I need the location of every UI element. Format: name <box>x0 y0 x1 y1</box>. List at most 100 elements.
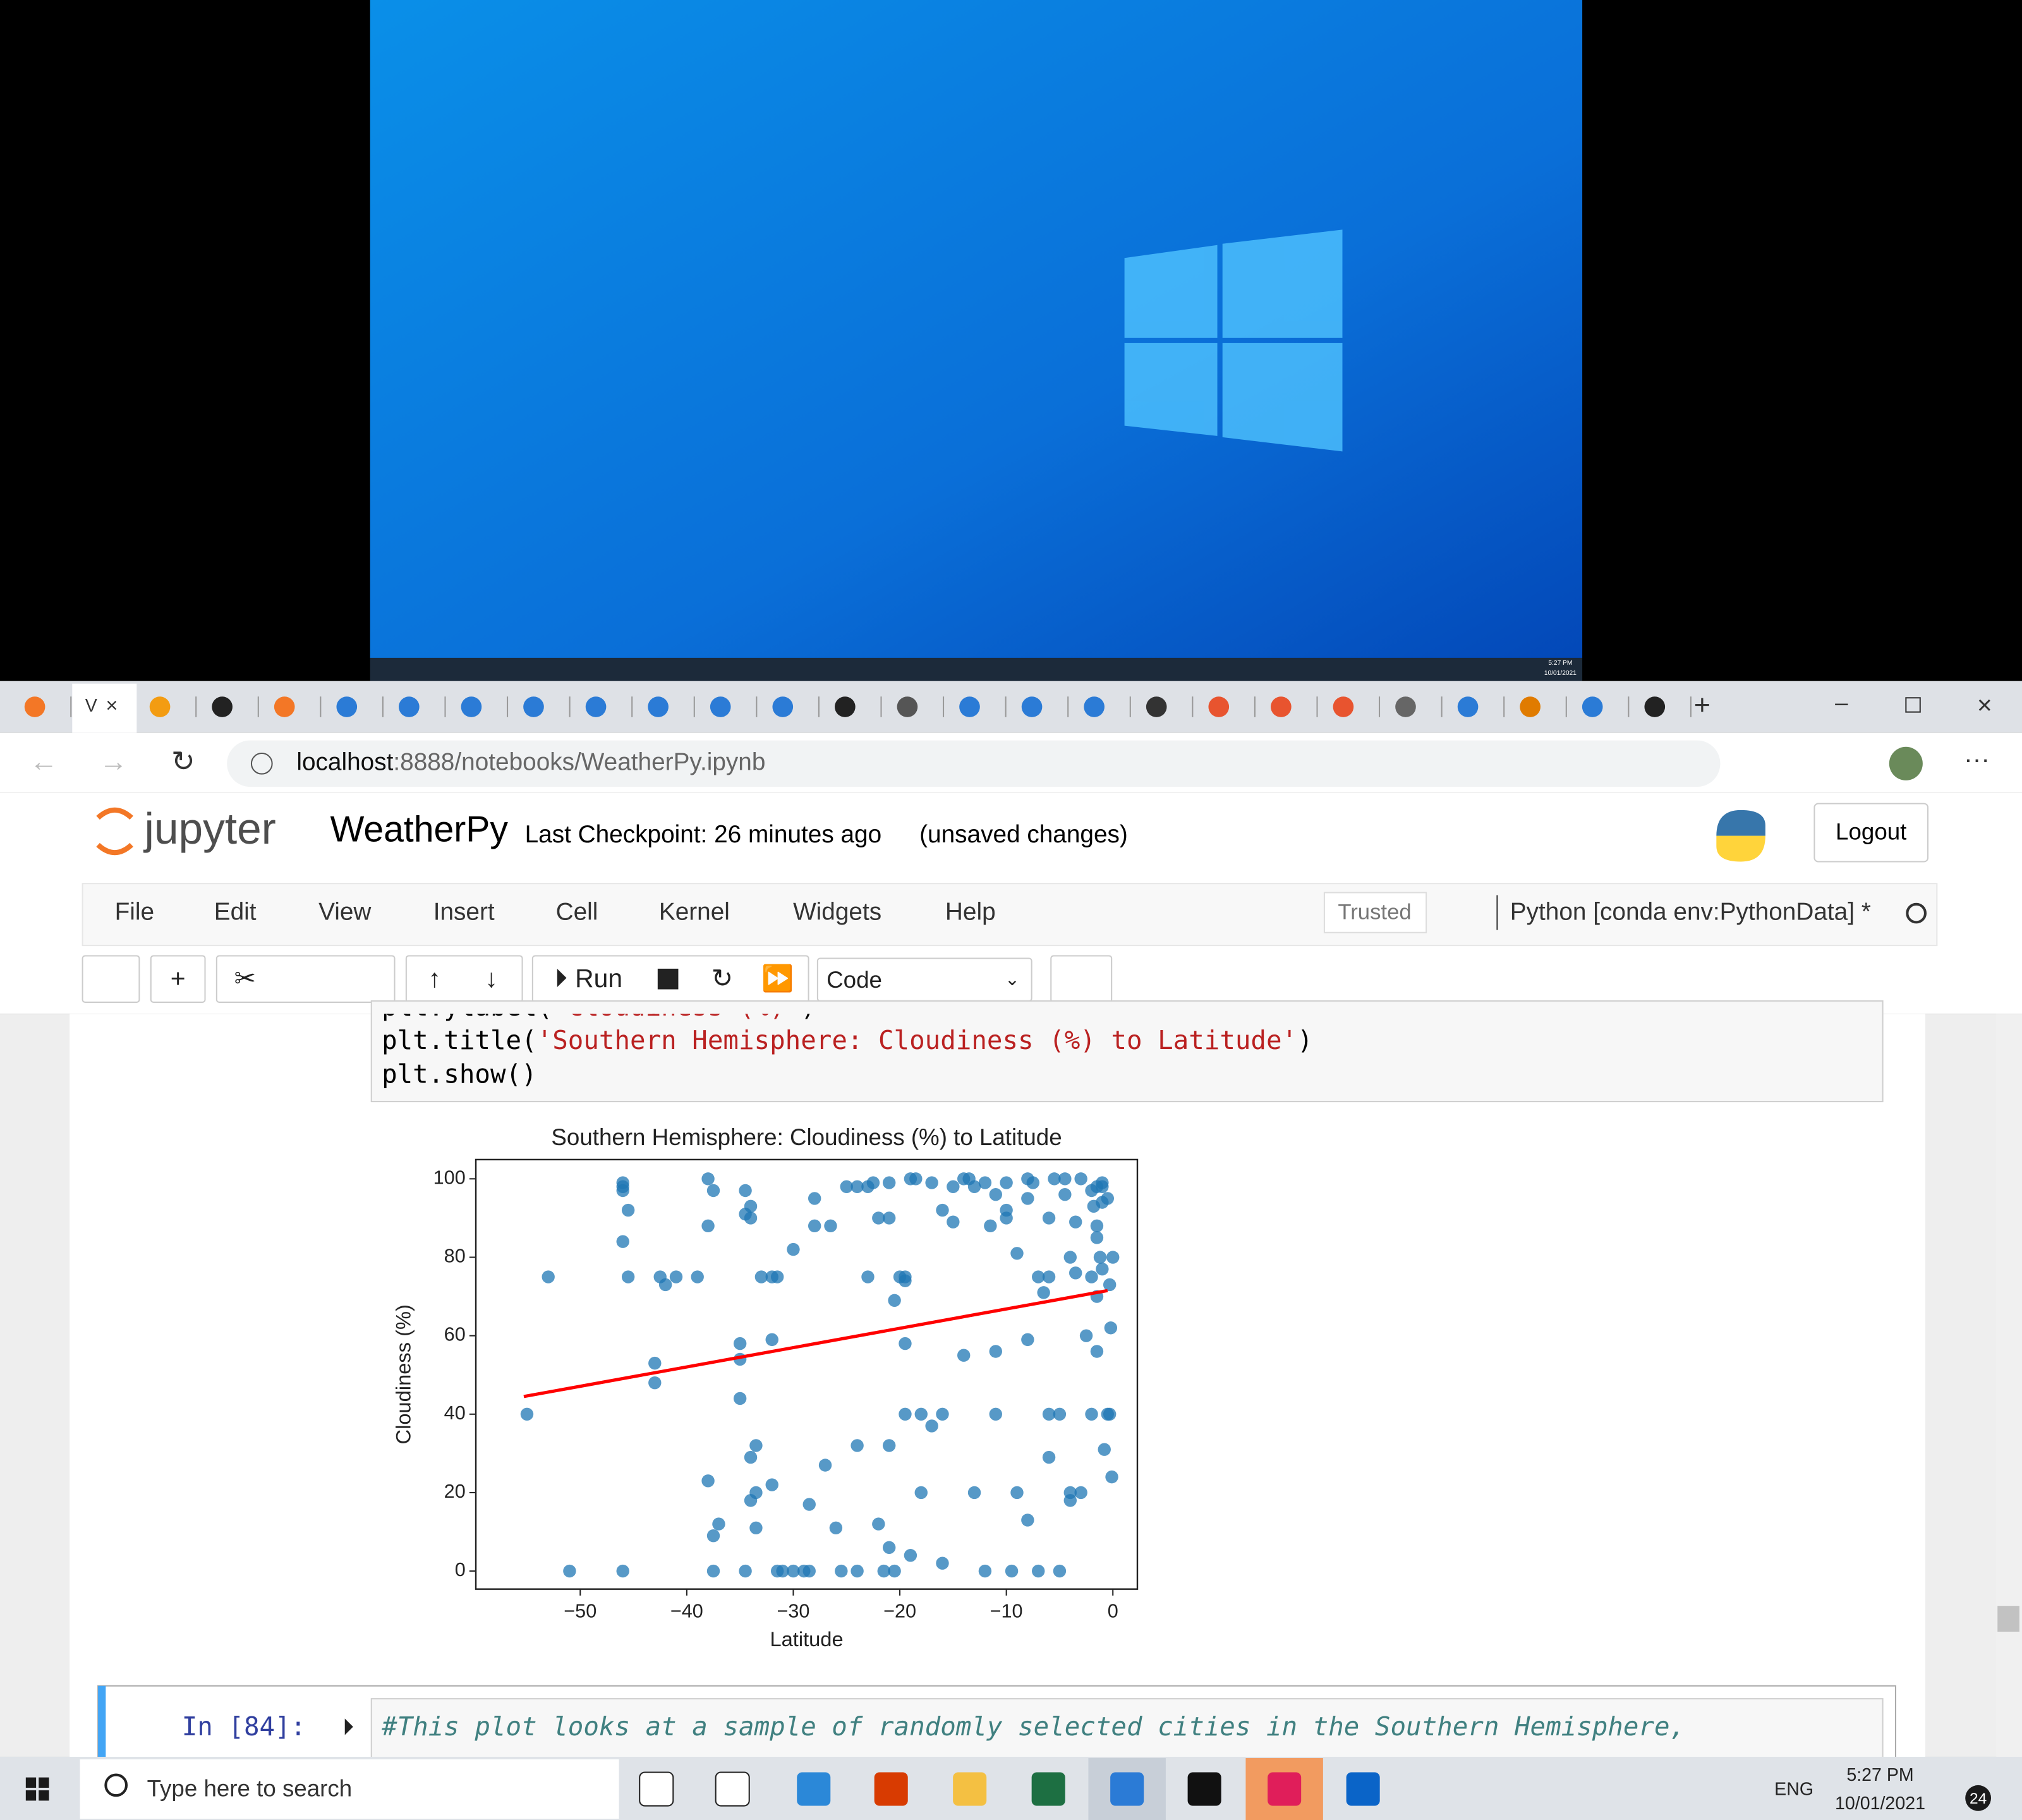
tab-favicon[interactable] <box>24 696 45 717</box>
language[interactable]: ENG <box>1774 1780 1813 1800</box>
run-label[interactable]: ⏵ Run <box>555 964 622 993</box>
tab-favicon[interactable] <box>1520 696 1541 717</box>
tab-favicon[interactable] <box>1271 696 1292 717</box>
scrollbar[interactable] <box>1996 1014 2022 1757</box>
toolbar-icons: + ✂ ↑ ↓ ↻ ⏩ ⌄ <box>171 964 1020 993</box>
menu-item[interactable]: Help <box>945 898 996 925</box>
tab-favicon[interactable] <box>710 696 731 717</box>
search-placeholder[interactable]: Type here to search <box>147 1776 353 1802</box>
tab-favicon[interactable] <box>1146 696 1167 717</box>
tab-favicon[interactable] <box>1582 696 1603 717</box>
tab-favicon[interactable] <box>1333 696 1354 717</box>
preview-time: 5:27 PM <box>1548 660 1572 667</box>
clock-date[interactable]: 10/01/2021 <box>1835 1793 1925 1814</box>
menu-item[interactable]: File <box>115 898 154 925</box>
trusted-badge[interactable] <box>1323 892 1427 933</box>
terminal-icon[interactable] <box>1187 1772 1221 1806</box>
notification-count[interactable]: 24 <box>1970 1790 1987 1807</box>
outlook-icon[interactable] <box>1346 1772 1380 1806</box>
scatter-point <box>1042 1270 1056 1283</box>
scatter-point <box>765 1333 778 1347</box>
tab-favicon[interactable] <box>1021 696 1043 717</box>
tab-favicon[interactable] <box>149 696 171 717</box>
search-box[interactable] <box>80 1759 619 1819</box>
mail-icon[interactable] <box>797 1772 831 1806</box>
office-icon[interactable] <box>874 1772 908 1806</box>
tab-favicon[interactable] <box>1395 696 1416 717</box>
scatter-point <box>840 1180 853 1193</box>
profile-avatar[interactable] <box>1889 746 1923 780</box>
logout-button[interactable] <box>1813 803 1929 863</box>
tab-favicon[interactable] <box>648 696 669 717</box>
insert-button[interactable] <box>150 955 206 1003</box>
close-window[interactable]: × <box>1977 690 1992 719</box>
forward-button[interactable]: → <box>99 745 128 777</box>
tab-favicon[interactable] <box>274 696 295 717</box>
active-tab-title[interactable]: V <box>85 696 97 716</box>
menu-item[interactable]: View <box>318 898 372 925</box>
new-tab[interactable]: + <box>1694 688 1710 720</box>
more-menu[interactable]: ··· <box>1964 744 1990 774</box>
logout-label[interactable]: Logout <box>1836 818 1906 844</box>
scatter-point <box>1032 1270 1045 1283</box>
tab-favicon[interactable] <box>1644 696 1666 717</box>
tab-favicon[interactable] <box>835 696 856 717</box>
scatter-point <box>691 1270 704 1283</box>
slack-icon[interactable] <box>1268 1772 1302 1806</box>
tab-favicon[interactable] <box>336 696 358 717</box>
url[interactable]: localhost:8888/notebooks/WeatherPy.ipynb <box>296 749 765 776</box>
tab-favicon[interactable] <box>461 696 482 717</box>
edge-icon[interactable] <box>1110 1772 1144 1806</box>
run-icon: ⏵ <box>555 964 567 993</box>
tab-favicon[interactable] <box>585 696 607 717</box>
scatter-point <box>706 1564 720 1578</box>
jupyter-logo: jupyter <box>96 804 276 856</box>
scatter-point <box>1037 1286 1050 1299</box>
refresh-button[interactable]: ↻ <box>171 745 195 777</box>
address-bar[interactable] <box>227 740 1721 787</box>
menu-item[interactable]: Widgets <box>793 898 881 925</box>
trusted-label[interactable]: Trusted <box>1338 900 1411 924</box>
cell-type-label[interactable]: Code <box>826 967 882 993</box>
menu-item[interactable]: Cell <box>556 898 598 925</box>
tab-favicon[interactable] <box>523 696 544 717</box>
tab-favicon[interactable] <box>1084 696 1105 717</box>
task-view-icon[interactable] <box>715 1771 750 1807</box>
cut-copy-paste[interactable] <box>215 955 396 1003</box>
cortana-icon[interactable] <box>639 1771 674 1807</box>
scatter-point <box>1103 1407 1117 1421</box>
tab-favicon[interactable] <box>772 696 794 717</box>
tab-favicon[interactable] <box>1457 696 1479 717</box>
scatter-point <box>989 1187 1002 1201</box>
menu-item[interactable]: Edit <box>214 898 257 925</box>
keyboard-button[interactable] <box>1050 955 1113 1003</box>
save-button[interactable] <box>82 955 140 1003</box>
maximize[interactable] <box>1905 697 1921 713</box>
scatter-point <box>1000 1203 1013 1217</box>
excel-icon[interactable] <box>1031 1772 1065 1806</box>
menu-item[interactable]: Kernel <box>659 898 730 925</box>
back-button[interactable]: ← <box>30 745 58 777</box>
tab-close[interactable]: × <box>106 693 118 717</box>
tab-favicon[interactable] <box>1208 696 1230 717</box>
scrollbar-thumb[interactable] <box>1997 1606 2019 1632</box>
info-icon[interactable] <box>250 752 273 775</box>
tab-favicon[interactable] <box>897 696 918 717</box>
minimize[interactable]: – <box>1835 689 1848 715</box>
move-buttons[interactable] <box>405 955 523 1003</box>
start-button[interactable] <box>25 1777 49 1801</box>
scatter-point <box>621 1270 635 1283</box>
tab-favicon[interactable] <box>212 696 233 717</box>
run-cell-icon[interactable]: ⏵ <box>342 1714 354 1740</box>
tab-favicon[interactable] <box>399 696 420 717</box>
notification-badge[interactable] <box>1965 1785 1992 1811</box>
scatter-point <box>957 1349 971 1362</box>
explorer-icon[interactable] <box>953 1772 987 1806</box>
active-tab[interactable] <box>72 683 137 733</box>
menu-item[interactable]: Insert <box>433 898 495 925</box>
notebook-name[interactable]: WeatherPy <box>330 810 508 850</box>
kernel-name: Python [conda env:PythonData] * <box>1510 898 1871 925</box>
tab-favicon[interactable] <box>959 696 980 717</box>
clock-time[interactable]: 5:27 PM <box>1846 1765 1913 1785</box>
